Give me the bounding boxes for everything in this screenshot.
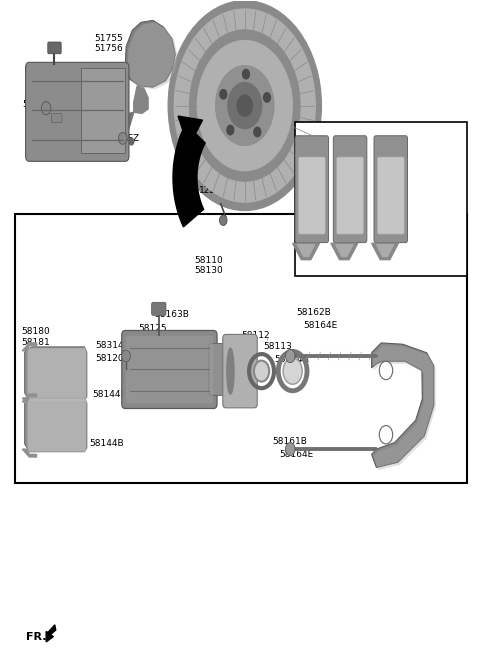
FancyBboxPatch shape: [377, 157, 404, 234]
Text: 51712: 51712: [242, 24, 271, 33]
FancyBboxPatch shape: [299, 157, 325, 234]
Circle shape: [41, 102, 51, 115]
FancyBboxPatch shape: [27, 348, 86, 401]
Text: 58144B: 58144B: [89, 439, 124, 447]
Polygon shape: [336, 244, 353, 256]
Circle shape: [254, 127, 261, 137]
Text: 58120: 58120: [96, 353, 124, 363]
Circle shape: [216, 66, 274, 145]
Polygon shape: [134, 86, 148, 114]
Circle shape: [197, 41, 292, 171]
Text: 1220FS: 1220FS: [199, 187, 233, 195]
FancyBboxPatch shape: [51, 114, 62, 123]
Polygon shape: [81, 68, 125, 153]
Text: 58110
58130: 58110 58130: [194, 256, 223, 275]
Polygon shape: [125, 20, 175, 87]
FancyBboxPatch shape: [333, 136, 367, 242]
Circle shape: [220, 89, 227, 99]
FancyBboxPatch shape: [336, 157, 363, 234]
FancyBboxPatch shape: [48, 42, 61, 54]
Polygon shape: [372, 343, 434, 468]
Polygon shape: [22, 398, 36, 406]
Circle shape: [286, 443, 295, 456]
Polygon shape: [22, 394, 36, 402]
Polygon shape: [331, 243, 358, 260]
Polygon shape: [22, 343, 36, 351]
Circle shape: [379, 361, 393, 380]
Circle shape: [219, 215, 227, 225]
Polygon shape: [178, 116, 203, 147]
Polygon shape: [293, 243, 320, 260]
Circle shape: [264, 93, 270, 102]
Text: 58114A: 58114A: [275, 355, 309, 364]
Ellipse shape: [227, 348, 234, 394]
Polygon shape: [27, 64, 81, 160]
FancyBboxPatch shape: [27, 399, 86, 452]
Circle shape: [174, 9, 315, 202]
Polygon shape: [24, 347, 87, 401]
Text: 58112: 58112: [241, 330, 270, 340]
Polygon shape: [121, 112, 134, 133]
FancyBboxPatch shape: [25, 62, 129, 162]
Text: 58164E: 58164E: [304, 321, 338, 330]
Text: 1351JD: 1351JD: [32, 112, 64, 121]
Polygon shape: [22, 449, 36, 457]
Circle shape: [286, 350, 295, 363]
Text: 58163B: 58163B: [155, 309, 190, 319]
Circle shape: [190, 30, 300, 181]
Circle shape: [168, 1, 322, 210]
Bar: [295, 122, 468, 276]
Polygon shape: [373, 346, 436, 470]
Text: 58162B: 58162B: [297, 308, 331, 317]
Circle shape: [283, 358, 302, 384]
FancyBboxPatch shape: [374, 136, 408, 242]
Circle shape: [228, 83, 262, 129]
FancyBboxPatch shape: [152, 302, 166, 315]
FancyBboxPatch shape: [122, 330, 217, 409]
Circle shape: [227, 125, 234, 135]
Circle shape: [122, 350, 131, 362]
FancyBboxPatch shape: [295, 136, 328, 242]
Circle shape: [237, 95, 252, 116]
FancyBboxPatch shape: [209, 344, 228, 396]
Circle shape: [379, 426, 393, 444]
Circle shape: [129, 139, 134, 145]
Polygon shape: [46, 631, 53, 642]
Polygon shape: [128, 22, 178, 89]
Text: 58113: 58113: [263, 342, 292, 351]
Text: 58314: 58314: [96, 341, 124, 350]
Circle shape: [254, 361, 269, 382]
Polygon shape: [298, 244, 315, 256]
Text: 58101B: 58101B: [354, 178, 389, 187]
Text: 1140FZ: 1140FZ: [106, 134, 140, 143]
Text: 58161B: 58161B: [273, 437, 307, 445]
Polygon shape: [173, 124, 205, 227]
Text: 58180
58181: 58180 58181: [21, 327, 49, 347]
Text: FR.: FR.: [25, 631, 46, 642]
Polygon shape: [24, 398, 87, 452]
Text: 58125: 58125: [139, 324, 167, 333]
Text: 58144B: 58144B: [93, 390, 127, 399]
Text: 51755
51756: 51755 51756: [94, 34, 123, 53]
Text: 58164E: 58164E: [280, 450, 314, 459]
Circle shape: [119, 133, 127, 145]
Polygon shape: [47, 625, 56, 637]
FancyBboxPatch shape: [223, 334, 257, 408]
Polygon shape: [372, 243, 398, 260]
Circle shape: [242, 70, 250, 79]
Polygon shape: [376, 244, 394, 256]
Bar: [15, 214, 468, 483]
Text: 54562D: 54562D: [22, 100, 58, 109]
FancyBboxPatch shape: [126, 336, 213, 403]
